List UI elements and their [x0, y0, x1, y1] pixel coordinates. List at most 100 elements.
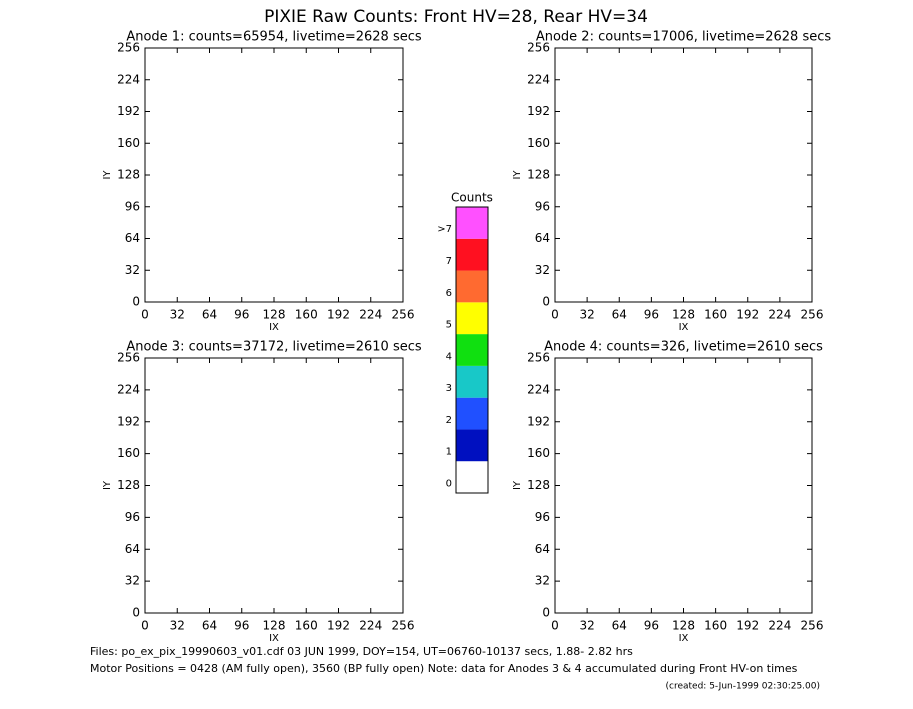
- colorbar-cell: [456, 461, 488, 493]
- x-tick-label: 160: [704, 619, 727, 633]
- y-tick-label: 32: [125, 263, 140, 277]
- x-tick-label: 32: [579, 308, 594, 322]
- footer-line: Motor Positions = 0428 (AM fully open), …: [90, 662, 798, 675]
- y-tick-label: 256: [527, 351, 550, 365]
- y-tick-label: 32: [125, 574, 140, 588]
- y-tick-label: 64: [535, 231, 550, 245]
- colorbar-title: Counts: [451, 191, 493, 205]
- colorbar-cell: [456, 302, 488, 335]
- y-axis-label: IY: [512, 480, 523, 490]
- x-tick-label: 192: [736, 619, 759, 633]
- x-tick-label: 160: [295, 308, 318, 322]
- colorbar-label: 3: [446, 383, 452, 394]
- x-axis-label: IX: [679, 322, 689, 333]
- y-tick-label: 128: [117, 478, 140, 492]
- x-tick-label: 192: [327, 619, 350, 633]
- x-tick-label: 224: [359, 308, 382, 322]
- colorbar-label: >7: [437, 224, 452, 235]
- x-tick-label: 0: [141, 308, 149, 322]
- y-tick-label: 64: [125, 231, 140, 245]
- y-tick-label: 0: [132, 606, 140, 620]
- x-tick-label: 64: [202, 619, 217, 633]
- y-tick-label: 64: [125, 542, 140, 556]
- y-tick-label: 96: [125, 510, 140, 524]
- panel-title: Anode 3: counts=37172, livetime=2610 sec…: [126, 340, 422, 355]
- x-tick-label: 0: [141, 619, 149, 633]
- x-tick-label: 224: [768, 308, 791, 322]
- x-tick-label: 32: [579, 619, 594, 633]
- colorbar-cell: [456, 270, 488, 303]
- y-tick-label: 128: [117, 168, 140, 182]
- panel-title: Anode 1: counts=65954, livetime=2628 sec…: [126, 30, 422, 45]
- plot-frame: [554, 357, 813, 614]
- x-tick-label: 160: [704, 308, 727, 322]
- y-axis-label: IY: [512, 170, 523, 180]
- y-axis-label: IY: [102, 170, 113, 180]
- x-tick-label: 192: [736, 308, 759, 322]
- y-tick-label: 160: [117, 446, 140, 460]
- y-tick-label: 224: [117, 382, 140, 396]
- colorbar-label: 2: [446, 415, 452, 426]
- x-tick-label: 192: [327, 308, 350, 322]
- y-tick-label: 0: [132, 295, 140, 309]
- x-axis-label: IX: [269, 633, 279, 644]
- x-tick-label: 64: [202, 308, 217, 322]
- y-tick-label: 224: [527, 72, 550, 86]
- x-tick-label: 128: [672, 619, 695, 633]
- y-tick-label: 256: [117, 351, 140, 365]
- page-title: PIXIE Raw Counts: Front HV=28, Rear HV=3…: [264, 7, 648, 27]
- x-tick-label: 64: [612, 308, 627, 322]
- x-tick-label: 32: [170, 308, 185, 322]
- colorbar-cell: [456, 238, 488, 271]
- colorbar-label: 0: [446, 478, 452, 489]
- colorbar-label: 1: [446, 447, 452, 458]
- plot-frame: [144, 47, 404, 303]
- y-tick-label: 128: [527, 478, 550, 492]
- y-tick-label: 160: [117, 136, 140, 150]
- x-tick-label: 128: [672, 308, 695, 322]
- y-tick-label: 96: [535, 510, 550, 524]
- x-tick-label: 32: [170, 619, 185, 633]
- x-axis-label: IX: [679, 633, 689, 644]
- colorbar-label: 5: [446, 320, 452, 331]
- y-tick-label: 64: [535, 542, 550, 556]
- y-tick-label: 224: [527, 382, 550, 396]
- footer-line: Files: po_ex_pix_19990603_v01.cdf 03 JUN…: [90, 645, 633, 658]
- x-tick-label: 256: [801, 619, 824, 633]
- y-tick-label: 160: [527, 446, 550, 460]
- colorbar-label: 6: [446, 288, 452, 299]
- y-tick-label: 0: [542, 295, 550, 309]
- x-tick-label: 224: [359, 619, 382, 633]
- x-tick-label: 128: [263, 619, 286, 633]
- x-tick-label: 256: [392, 619, 415, 633]
- plot-frame: [144, 357, 404, 614]
- y-tick-label: 160: [527, 136, 550, 150]
- x-tick-label: 96: [644, 619, 659, 633]
- x-tick-label: 0: [551, 619, 559, 633]
- x-tick-label: 224: [768, 619, 791, 633]
- y-tick-label: 192: [527, 414, 550, 428]
- colorbar-cell: [456, 365, 488, 398]
- colorbar-label: 4: [446, 351, 452, 362]
- colorbar-cell: [456, 397, 488, 430]
- x-tick-label: 96: [644, 308, 659, 322]
- y-tick-label: 192: [117, 104, 140, 118]
- y-tick-label: 192: [527, 104, 550, 118]
- panel-title: Anode 2: counts=17006, livetime=2628 sec…: [536, 30, 832, 45]
- y-tick-label: 256: [527, 41, 550, 55]
- x-tick-label: 96: [234, 619, 249, 633]
- x-tick-label: 256: [392, 308, 415, 322]
- y-tick-label: 128: [527, 168, 550, 182]
- y-tick-label: 32: [535, 574, 550, 588]
- colorbar-cell: [456, 207, 488, 239]
- footer-line: (created: 5-Jun-1999 02:30:25.00): [666, 682, 820, 692]
- y-tick-label: 256: [117, 41, 140, 55]
- y-tick-label: 192: [117, 414, 140, 428]
- x-tick-label: 64: [612, 619, 627, 633]
- y-tick-label: 96: [535, 199, 550, 213]
- x-tick-label: 96: [234, 308, 249, 322]
- y-tick-label: 96: [125, 199, 140, 213]
- y-tick-label: 0: [542, 606, 550, 620]
- colorbar-cell: [456, 334, 488, 366]
